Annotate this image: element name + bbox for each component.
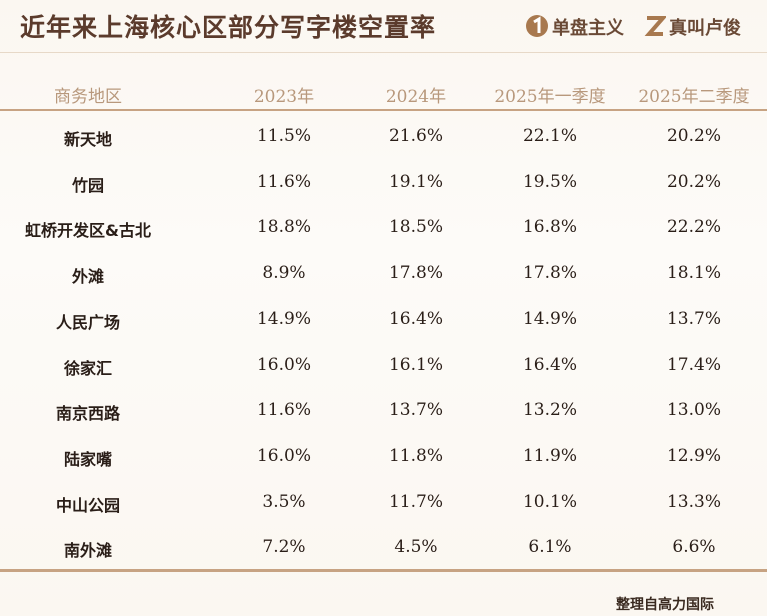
cell: 13.7% [666,308,721,329]
cell: 14.9% [256,308,311,329]
cell: 17.8% [388,263,443,284]
divider [0,109,767,111]
column-header: 2023年 [253,87,315,107]
cell: 14.9% [522,308,577,329]
row-label: 竹园 [71,175,104,195]
title: 近年来上海核心区部分写字楼空置率 [20,13,437,42]
cell: 21.6% [388,126,443,146]
source-note: 整理自高力国际 [616,597,714,613]
cell: 13.7% [388,400,443,421]
cell: 18.1% [666,263,721,284]
cell: 11.6% [256,171,311,192]
brand-icon [644,16,666,36]
cell: 17.8% [522,263,577,284]
row-label: 人民广场 [55,312,120,332]
cell: 17.4% [666,354,721,375]
cell: 16.4% [388,308,443,329]
row-label: 新天地 [63,130,112,149]
cell: 16.1% [388,354,443,375]
row-label: 中山公园 [55,495,120,515]
row-label: 外滩 [71,267,104,287]
column-header: 商务地区 [54,87,122,107]
cell: 6.6% [672,537,716,558]
divider [0,569,767,572]
cell: 11.6% [256,400,311,421]
row-label: 陆家嘴 [63,449,112,469]
cell: 16.0% [256,445,311,466]
cell: 18.8% [256,217,311,238]
cell: 11.8% [388,445,443,466]
brand: 真叫卢俊 [669,18,741,39]
cell: 19.1% [388,171,443,192]
brand: 单盘主义 [552,18,624,39]
column-header: 2025年二季度 [638,87,750,107]
cell: 16.4% [522,354,577,375]
cell: 20.2% [666,126,721,146]
cell: 22.1% [522,126,577,146]
divider [0,52,767,53]
cell: 22.2% [666,217,721,238]
row-label: 徐家汇 [63,358,112,378]
cell: 3.5% [262,491,306,512]
column-header: 2024年 [385,87,447,107]
cell: 10.1% [522,491,577,512]
row-label: 虹桥开发区&古北 [25,221,151,241]
brand-icon [526,15,548,37]
cell: 13.0% [666,400,721,421]
cell: 16.8% [522,217,577,238]
cell: 7.2% [262,537,306,558]
cell: 8.9% [262,263,306,284]
column-header: 2025年一季度 [494,87,606,107]
cell: 6.1% [528,537,572,558]
cell: 13.3% [666,491,721,512]
cell: 16.0% [256,354,311,375]
row-label: 南京西路 [55,404,120,424]
cell: 18.5% [388,217,443,238]
cell: 4.5% [394,537,438,558]
cell: 19.5% [522,171,577,192]
cell: 11.9% [522,445,577,466]
cell: 11.7% [388,491,443,512]
row-label: 南外滩 [63,541,112,561]
cell: 20.2% [666,171,721,192]
cell: 13.2% [522,400,577,421]
cell: 12.9% [666,445,721,466]
cell: 11.5% [256,126,311,146]
